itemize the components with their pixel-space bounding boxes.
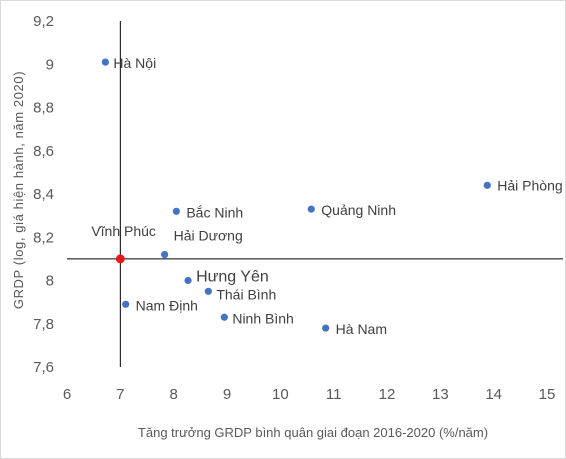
data-point <box>322 324 330 332</box>
y-tick-label: 9,2 <box>33 13 54 30</box>
data-label: Hải Dương <box>174 228 243 244</box>
y-tick-label: 8 <box>46 273 54 290</box>
x-tick-label: 14 <box>485 386 502 403</box>
data-label: Ninh Bình <box>232 310 293 326</box>
data-points <box>101 58 491 332</box>
x-tick-label: 10 <box>272 386 289 403</box>
data-point <box>122 300 130 308</box>
y-tick-label: 8,6 <box>33 143 54 160</box>
data-point <box>307 205 315 213</box>
x-tick-label: 15 <box>539 386 556 403</box>
y-tick-label: 7,8 <box>33 316 54 333</box>
plot-lines <box>67 21 563 367</box>
y-tick-label: 9 <box>46 56 54 73</box>
data-label: Hà Nội <box>113 55 156 71</box>
x-tick-label: 8 <box>169 386 177 403</box>
x-tick-label: 12 <box>379 386 396 403</box>
x-tick-label: 7 <box>116 386 124 403</box>
x-axis-title: Tăng trưởng GRDP bình quân giai đoạn 201… <box>138 425 488 440</box>
x-axis-ticks: 6 7 8 9 10 11 12 13 14 15 <box>63 386 556 403</box>
data-label: Vĩnh Phúc <box>91 223 156 239</box>
data-label: Hải Phòng <box>497 177 562 193</box>
data-labels: Hà Nội Hải Phòng Quảng Ninh Bắc Ninh Hải Dươ… <box>91 55 562 337</box>
y-tick-label: 8,4 <box>33 186 54 203</box>
data-point <box>172 207 180 215</box>
y-tick-label: 7,6 <box>33 359 54 376</box>
y-tick-label: 8,8 <box>33 100 54 117</box>
x-tick-label: 13 <box>432 386 449 403</box>
x-tick-label: 9 <box>223 386 231 403</box>
data-label: Hà Nam <box>336 321 387 337</box>
data-point <box>161 250 169 259</box>
x-tick-label: 6 <box>63 386 71 403</box>
data-label: Bắc Ninh <box>186 204 243 220</box>
y-axis-title: GRDP (log, giá hiện hành, năm 2020) <box>11 71 26 309</box>
y-tick-label: 8,2 <box>33 229 54 246</box>
data-point <box>101 58 109 66</box>
data-point <box>220 313 228 321</box>
x-tick-label: 11 <box>326 386 342 403</box>
data-label: Thái Bình <box>216 286 276 302</box>
data-label: Nam Định <box>136 297 198 313</box>
data-point <box>184 276 192 285</box>
y-axis-ticks: 7,6 7,8 8 8,2 8,4 8,6 8,8 9 9,2 <box>33 13 54 376</box>
data-point <box>115 254 125 264</box>
data-label: Hưng Yên <box>196 269 269 286</box>
data-point <box>204 287 212 295</box>
data-label: Quảng Ninh <box>321 202 396 218</box>
data-point <box>483 181 491 189</box>
